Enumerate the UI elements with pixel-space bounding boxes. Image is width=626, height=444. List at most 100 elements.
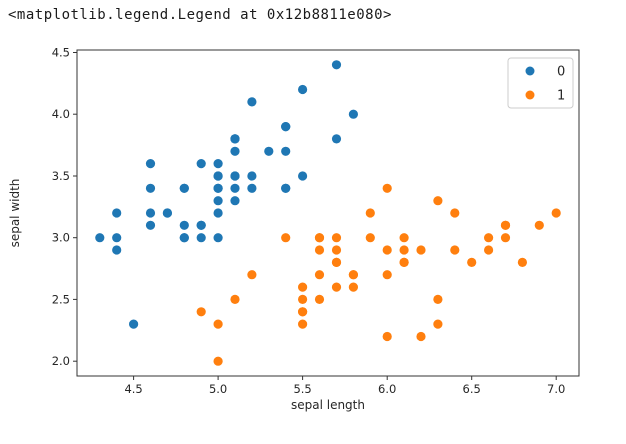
scatter-point [112,208,122,218]
scatter-point [196,220,206,230]
scatter-point [247,183,257,193]
scatter-point [95,233,105,243]
scatter-point [298,319,308,329]
x-axis-label: sepal length [291,398,365,412]
legend-box [507,57,574,109]
scatter-point [450,208,460,218]
scatter-point [450,245,460,255]
scatter-point [196,233,206,243]
scatter-point [348,270,358,280]
legend-label-0: 0 [557,65,565,80]
scatter-point [331,245,342,255]
scatter-point [179,233,189,243]
legend-marker-0 [525,66,535,76]
scatter-point [230,183,240,193]
scatter-point [129,319,139,329]
scatter-point [467,257,477,267]
scatter-point [382,270,392,280]
scatter-point [314,233,325,243]
series-1-points [196,183,561,366]
scatter-point [382,331,392,342]
scatter-point [213,183,223,193]
scatter-point [433,319,443,329]
scatter-point [213,159,223,169]
scatter-point [484,233,494,243]
scatter-point [145,220,156,230]
y-tick-label: 3.5 [52,169,70,183]
scatter-point [331,60,342,70]
scatter-point [213,196,223,206]
scatter-point [213,319,223,329]
y-tick-label: 4.5 [52,46,70,60]
scatter-point [247,270,257,280]
scatter-point [264,146,274,156]
scatter-point [551,208,561,218]
scatter-point [382,183,392,193]
scatter-point [433,294,443,304]
scatter-point [230,294,240,304]
x-axis: 4.5 5.0 5.5 6.0 6.5 7.0 [124,376,565,396]
scatter-point [281,146,291,156]
scatter-point [416,331,426,342]
scatter-point [399,245,409,255]
scatter-point [213,233,223,243]
scatter-point [213,356,223,366]
scatter-point [416,245,426,255]
legend-marker-1 [525,90,535,100]
scatter-point [162,208,172,218]
scatter-point [382,245,392,255]
scatter-point [517,257,528,267]
scatter-point [145,159,156,169]
x-tick-label: 6.0 [378,382,396,396]
scatter-point [179,220,189,230]
scatter-point [298,84,308,95]
scatter-point [298,294,308,304]
scatter-point [298,171,308,181]
scatter-point [230,196,240,206]
scatter-point [500,220,511,230]
scatter-point [145,208,156,218]
scatter-point [230,134,240,144]
x-tick-label: 4.5 [124,382,142,396]
scatter-point [500,233,511,243]
x-tick-label: 7.0 [547,382,565,396]
scatter-point [314,294,325,304]
scatter-point [145,183,156,193]
scatter-point [247,97,257,107]
matplotlib-figure: 4.5 5.0 5.5 6.0 6.5 7.0 2.0 2.5 3.0 3.5 4.0 4.5 sepa… [0,37,626,437]
y-tick-label: 2.5 [52,292,70,306]
scatter-point [484,245,494,255]
scatter-point [365,208,375,218]
scatter-figure: 4.5 5.0 5.5 6.0 6.5 7.0 2.0 2.5 3.0 3.5 4.0 4.5 sepa… [8,46,580,412]
scatter-point [399,233,409,243]
series-0-points [95,60,358,329]
scatter-point [213,208,223,218]
scatter-point [298,282,308,292]
scatter-point [112,233,122,243]
y-tick-label: 3.0 [52,231,70,245]
y-tick-label: 4.0 [52,107,70,121]
scatter-point [314,270,325,280]
scatter-point [534,220,544,230]
legend: 01 [507,57,574,109]
scatter-point [331,134,342,144]
scatter-point [196,159,206,169]
scatter-point [247,171,257,181]
scatter-point [230,171,240,181]
scatter-point [230,146,240,156]
y-tick-label: 2.0 [52,354,70,368]
x-tick-label: 5.0 [209,382,227,396]
scatter-point [179,183,189,193]
x-tick-label: 6.5 [463,382,481,396]
scatter-point [196,307,206,317]
y-axis-label: sepal width [8,179,22,248]
scatter-point [314,245,325,255]
scatter-point [433,196,443,206]
scatter-point [112,245,122,255]
scatter-point [213,171,223,181]
y-axis: 2.0 2.5 3.0 3.5 4.0 4.5 [52,46,77,368]
scatter-point [281,122,291,132]
scatter-point [348,109,358,119]
legend-label-1: 1 [557,89,565,104]
scatter-point [298,307,308,317]
